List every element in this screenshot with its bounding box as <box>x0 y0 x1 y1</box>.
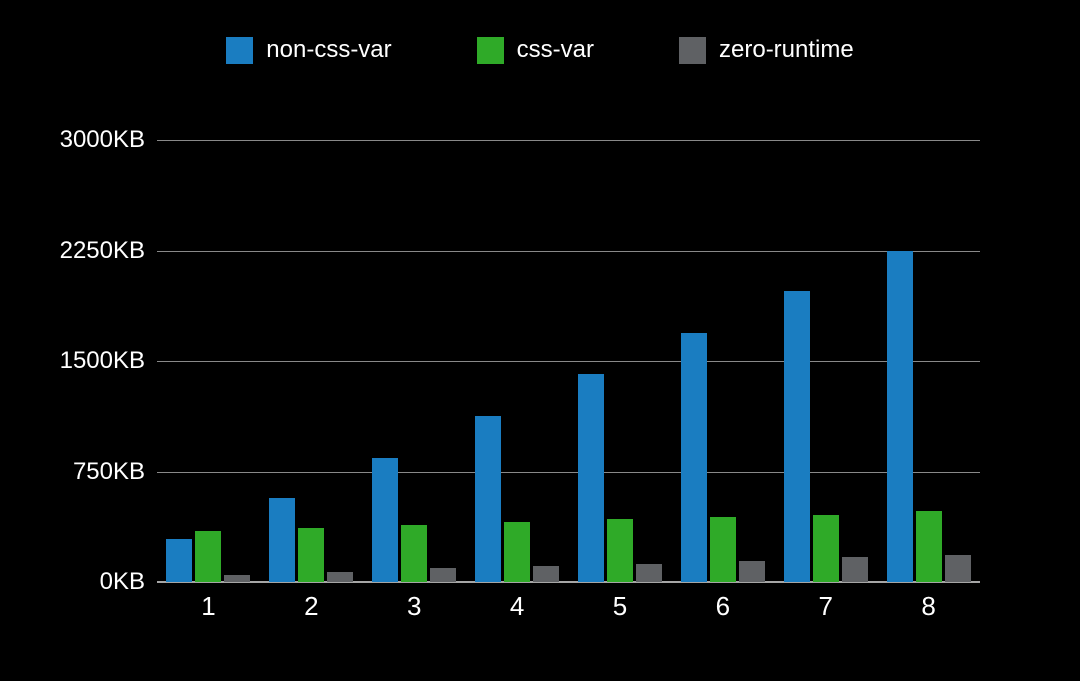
gridline-1500 <box>157 361 980 362</box>
bar-group-6 <box>671 140 774 582</box>
gridline-750 <box>157 471 980 473</box>
bar-zero-runtime-6[interactable] <box>738 560 765 582</box>
bar-css-var-5[interactable] <box>606 519 633 582</box>
gridline-3000 <box>157 140 980 141</box>
x-tick-label-2: 2 <box>304 591 319 621</box>
legend: non-css-var css-var zero-runtime <box>0 36 1080 64</box>
y-axis: 0KB 750KB 1500KB 2250KB 3000KB <box>0 126 145 595</box>
bar-zero-runtime-4[interactable] <box>533 565 560 582</box>
x-axis: 1 2 3 4 5 6 7 8 <box>157 591 980 622</box>
y-tick-label-750: 750KB <box>72 457 145 485</box>
bar-css-var-6[interactable] <box>709 517 736 582</box>
bar-groups <box>157 140 980 582</box>
bar-css-var-4[interactable] <box>504 522 531 582</box>
bar-non-css-var-4[interactable] <box>475 416 502 582</box>
bar-non-css-var-8[interactable] <box>886 250 913 582</box>
bar-css-var-3[interactable] <box>401 524 428 582</box>
non-css-var-legend-swatch-icon <box>226 36 254 64</box>
bar-non-css-var-1[interactable] <box>166 539 193 582</box>
css-var-legend-swatch-icon <box>476 36 504 64</box>
bar-css-var-7[interactable] <box>812 514 839 582</box>
bar-group-5 <box>569 140 672 582</box>
x-axis-line <box>157 581 980 583</box>
bar-group-2 <box>260 140 363 582</box>
legend-item-non-css-var[interactable]: non-css-var <box>226 36 392 64</box>
bar-non-css-var-6[interactable] <box>680 333 707 582</box>
x-tick-label-5: 5 <box>612 591 628 621</box>
bar-zero-runtime-2[interactable] <box>327 571 354 582</box>
y-tick-label-3000: 3000KB <box>59 126 145 153</box>
bar-zero-runtime-8[interactable] <box>944 554 971 582</box>
bar-zero-runtime-1[interactable] <box>224 575 251 582</box>
y-tick-label-2250: 2250KB <box>59 236 145 264</box>
zero-runtime-legend-swatch-icon <box>679 36 706 64</box>
legend-label: non-css-var <box>266 36 392 63</box>
bar-css-var-1[interactable] <box>195 531 222 582</box>
x-tick-label-8: 8 <box>921 591 936 621</box>
bar-zero-runtime-5[interactable] <box>635 563 662 582</box>
bar-css-var-8[interactable] <box>915 511 942 582</box>
bar-group-7 <box>774 140 877 582</box>
bar-non-css-var-7[interactable] <box>783 291 810 582</box>
x-tick-label-4: 4 <box>509 591 525 621</box>
bar-group-3 <box>363 140 466 582</box>
legend-item-css-var[interactable]: css-var <box>476 36 594 64</box>
bar-non-css-var-2[interactable] <box>269 498 296 582</box>
bar-group-8 <box>877 140 980 582</box>
bar-non-css-var-5[interactable] <box>577 374 604 582</box>
bar-group-4 <box>466 140 569 582</box>
x-tick-label-7: 7 <box>818 591 833 621</box>
plot-area <box>157 140 980 583</box>
y-tick-label-1500: 1500KB <box>59 347 145 374</box>
x-tick-label-6: 6 <box>715 591 731 621</box>
x-tick-label-3: 3 <box>406 591 422 621</box>
y-tick-label-0: 0KB <box>99 568 145 595</box>
legend-label: css-var <box>516 36 594 63</box>
legend-label: zero-runtime <box>719 36 854 63</box>
bar-css-var-2[interactable] <box>298 527 325 582</box>
x-tick-label-1: 1 <box>201 591 216 621</box>
gridline-2250 <box>157 250 980 252</box>
bar-group-1 <box>157 140 260 582</box>
legend-item-zero-runtime[interactable]: zero-runtime <box>679 36 854 64</box>
bar-zero-runtime-3[interactable] <box>430 568 457 582</box>
bar-zero-runtime-7[interactable] <box>841 556 868 582</box>
bar-non-css-var-3[interactable] <box>372 457 399 582</box>
